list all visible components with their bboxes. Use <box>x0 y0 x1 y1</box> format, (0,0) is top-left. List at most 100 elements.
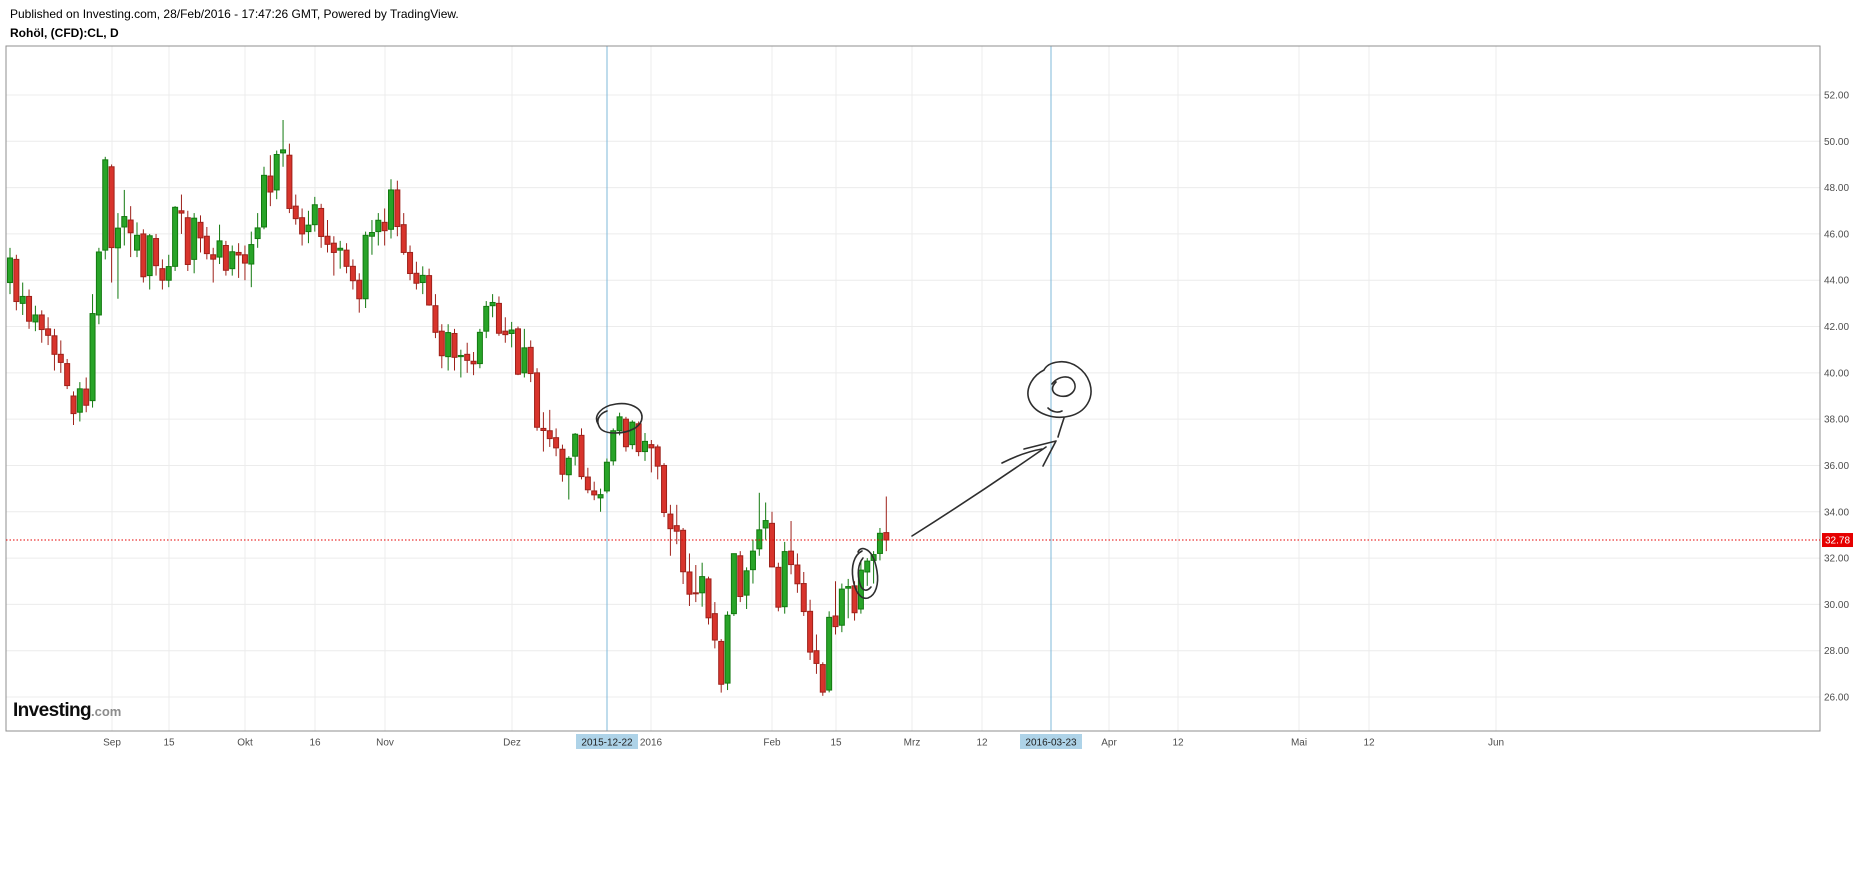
candle-body <box>419 274 426 284</box>
time-axis-label: 12 <box>976 738 988 749</box>
candle-body <box>807 610 814 653</box>
candle-body <box>489 301 496 307</box>
price-axis-label: 30.00 <box>1824 600 1849 611</box>
candle-body <box>432 305 439 333</box>
hand-circle-feb-consolidation <box>851 547 879 600</box>
candle-body <box>578 434 585 478</box>
candle-body <box>553 437 560 449</box>
candle-body <box>699 576 706 594</box>
candle-body <box>184 217 191 265</box>
candle-body <box>280 149 287 154</box>
candle-body <box>356 279 363 300</box>
candle-body <box>286 154 293 209</box>
candle-body <box>83 388 90 406</box>
candle-body <box>616 416 623 432</box>
candle-body <box>165 266 172 281</box>
hand-circle-dec22 <box>595 402 643 434</box>
hand-target-blob <box>1057 417 1065 438</box>
candle-body <box>7 257 13 284</box>
candle-body <box>51 335 58 355</box>
candle-body <box>800 583 807 613</box>
candle-body <box>527 346 534 375</box>
candle-body <box>375 219 382 233</box>
marker-layer <box>606 46 1052 731</box>
candle-body <box>13 258 20 303</box>
investing-logo-text: Investing <box>13 700 92 721</box>
published-line: Published on Investing.com, 28/Feb/2016 … <box>10 7 459 21</box>
candle-body <box>534 372 541 428</box>
price-axis-label: 44.00 <box>1824 276 1849 287</box>
time-axis-label: 12 <box>1172 738 1184 749</box>
candle-body <box>311 204 318 226</box>
chart-header: Published on Investing.com, 28/Feb/2016 … <box>10 7 459 40</box>
time-axis-label: Mai <box>1291 738 1307 749</box>
candle-body <box>413 272 420 284</box>
candle-body <box>730 553 737 615</box>
candle-body <box>368 232 375 237</box>
time-axis-label: Okt <box>237 738 253 749</box>
candle-body <box>711 613 718 641</box>
candle-body <box>438 330 445 357</box>
price-axis-label: 34.00 <box>1824 507 1849 518</box>
candle-body <box>845 586 852 589</box>
price-axis-label: 26.00 <box>1824 693 1849 704</box>
candle-body <box>267 175 274 193</box>
price-axis-label: 52.00 <box>1824 91 1849 102</box>
candle-body <box>273 154 280 191</box>
candle-body <box>153 238 160 267</box>
candle-body <box>749 550 756 571</box>
candle-body <box>388 189 394 230</box>
candle-body <box>597 494 604 499</box>
candle-body <box>756 529 763 550</box>
time-axis-highlight <box>576 734 638 749</box>
candle-body <box>89 313 96 402</box>
candle-body <box>343 249 350 267</box>
hand-arrow-projection <box>1023 440 1057 467</box>
time-axis-label: 2016-03-23 <box>1025 738 1077 749</box>
candle-body <box>292 205 299 220</box>
candle-body <box>241 254 248 264</box>
price-axis-label: 46.00 <box>1824 229 1849 240</box>
candle-body <box>718 640 725 685</box>
candle-body <box>203 235 210 255</box>
candle-body <box>476 331 483 365</box>
candle-body <box>838 588 845 626</box>
candle-body <box>305 224 312 233</box>
candle-body <box>299 217 306 235</box>
price-axis-label: 36.00 <box>1824 461 1849 472</box>
investing-logo: Investing.com <box>13 700 121 722</box>
candle-body <box>229 251 236 270</box>
time-axis-label: 2016 <box>640 738 663 749</box>
candle-body <box>603 461 610 492</box>
hand-circle-feb-consolidation <box>857 557 872 591</box>
candle-body <box>832 615 839 628</box>
candle-body <box>883 532 890 541</box>
investing-logo-suffix: .com <box>91 704 122 719</box>
candle-body <box>470 360 477 365</box>
candle-body <box>686 571 693 595</box>
candle-body <box>794 564 801 585</box>
candle-body <box>572 433 579 457</box>
candle-body <box>426 275 433 306</box>
grid-layer <box>6 46 1820 731</box>
plot-border <box>5 45 1821 732</box>
candle-body <box>248 244 255 265</box>
candle-body <box>457 354 464 358</box>
candle-body <box>38 314 45 331</box>
candle-body <box>159 268 166 281</box>
candle-body <box>635 423 642 453</box>
candle-body <box>261 174 267 228</box>
candle-body <box>254 227 261 240</box>
candle-body <box>32 314 39 323</box>
candle-body <box>540 427 547 431</box>
candle-body <box>584 476 591 491</box>
candle-body <box>864 560 871 573</box>
candles-layer <box>7 120 890 696</box>
hand-target-blob <box>1051 376 1076 398</box>
last-price-tag-label: 32.78 <box>1825 536 1850 547</box>
candle-body <box>680 529 687 573</box>
candle-body <box>197 221 204 239</box>
candle-body <box>769 522 775 568</box>
